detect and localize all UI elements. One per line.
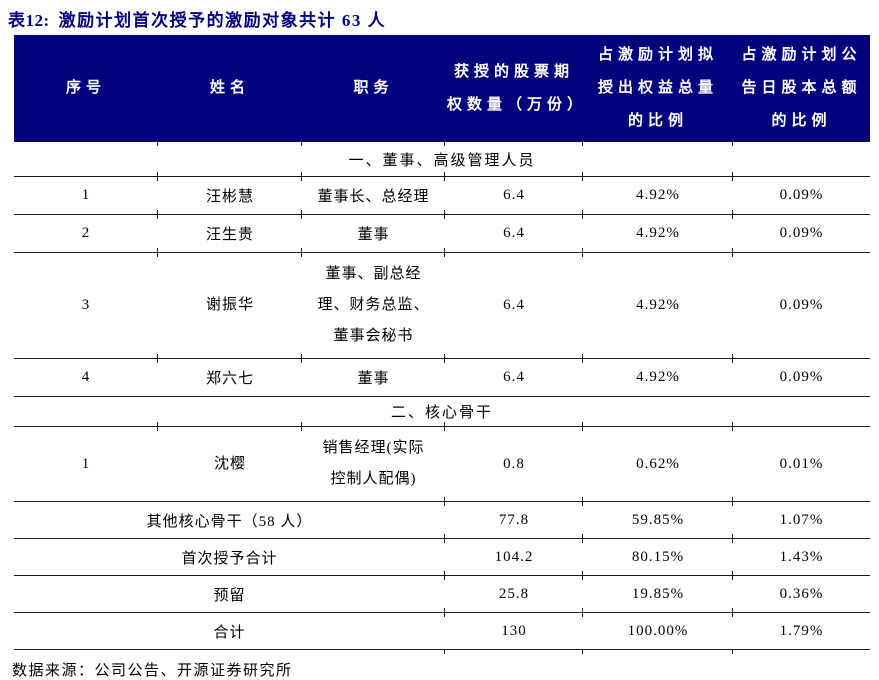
summary-row-first-grant-total: 首次授予合计 104.2 80.15% 1.43% (14, 533, 870, 576)
cell-qty: 6.4 (444, 247, 583, 359)
table-number-label: 表12: (8, 11, 50, 30)
cell-position: 销售经理(实际 控制人配偶) (301, 421, 445, 502)
summary-label: 预留 (14, 575, 445, 613)
cell-qty: 104.2 (444, 533, 583, 576)
cell-no: 1 (14, 426, 158, 502)
table-row: 3 谢振华 董事、副总经 理、财务总监、 董事会秘书 6.4 4.92% 0.0… (14, 247, 870, 359)
summary-row-other-core: 其他核心骨干（58 人） 77.8 59.85% 1.07% (14, 496, 870, 539)
incentive-grant-table: 序号 姓名 职务 获授的股票期 权数量（万份） 占激励计划拟 授出权益总量 的比… (14, 35, 870, 654)
summary-row-reserved: 预留 25.8 19.85% 0.36% (14, 570, 870, 613)
cell-name: 沈樱 (157, 421, 302, 502)
cell-qty: 25.8 (444, 570, 583, 613)
cell-qty: 6.4 (444, 171, 583, 215)
cell-pct-capital: 0.09% (732, 353, 870, 397)
cell-no: 1 (14, 176, 158, 215)
summary-row-grand-total: 合计 130 100.00% 1.79% (14, 607, 870, 654)
cell-name: 汪彬慧 (157, 171, 302, 215)
cell-pct-capital: 0.36% (732, 570, 870, 613)
cell-qty: 130 (444, 607, 583, 654)
cell-pct-grant: 4.92% (582, 247, 733, 359)
section-row-directors: 一、董事、高级管理人员 (14, 142, 870, 177)
cell-position: 董事、副总经 理、财务总监、 董事会秘书 (301, 247, 445, 359)
cell-pct-grant: 59.85% (582, 496, 733, 539)
cell-position: 董事 (301, 209, 445, 253)
cell-pct-grant: 4.92% (582, 209, 733, 253)
header-name: 姓名 (157, 35, 302, 146)
cell-pct-capital: 1.07% (732, 496, 870, 539)
cell-name: 汪生贵 (157, 209, 302, 253)
header-position: 职务 (301, 35, 445, 146)
cell-position: 董事 (301, 353, 445, 397)
section-label: 一、董事、高级管理人员 (14, 142, 870, 177)
data-source-note: 数据来源：公司公告、开源证券研究所 (12, 663, 293, 679)
table-header: 序号 姓名 职务 获授的股票期 权数量（万份） 占激励计划拟 授出权益总量 的比… (14, 35, 870, 146)
cell-position: 董事长、总经理 (301, 171, 445, 215)
cell-pct-grant: 100.00% (582, 607, 733, 654)
table-row: 1 汪彬慧 董事长、总经理 6.4 4.92% 0.09% (14, 171, 870, 215)
header-row: 序号 姓名 职务 获授的股票期 权数量（万份） 占激励计划拟 授出权益总量 的比… (14, 35, 870, 146)
cell-pct-capital: 0.09% (732, 247, 870, 359)
cell-pct-grant: 80.15% (582, 533, 733, 576)
cell-qty: 77.8 (444, 496, 583, 539)
header-no: 序号 (14, 35, 158, 142)
cell-pct-grant: 4.92% (582, 353, 733, 397)
table-title-text: 激励计划首次授予的激励对象共计 63 人 (58, 11, 387, 30)
cell-no: 3 (14, 252, 158, 359)
cell-pct-grant: 4.92% (582, 171, 733, 215)
header-pct-of-grant: 占激励计划拟 授出权益总量 的比例 (582, 35, 733, 146)
summary-label: 合计 (14, 612, 445, 650)
cell-name: 谢振华 (157, 247, 302, 359)
cell-no: 4 (14, 358, 158, 397)
cell-qty: 6.4 (444, 209, 583, 253)
cell-qty: 6.4 (444, 353, 583, 397)
cell-pct-grant: 19.85% (582, 570, 733, 613)
cell-qty: 0.8 (444, 421, 583, 502)
table-row: 2 汪生贵 董事 6.4 4.92% 0.09% (14, 209, 870, 253)
cell-no: 2 (14, 214, 158, 253)
cell-pct-capital: 0.09% (732, 209, 870, 253)
header-options-qty: 获授的股票期 权数量（万份） (444, 35, 583, 146)
summary-label: 其他核心骨干（58 人） (14, 501, 445, 539)
table-row: 1 沈樱 销售经理(实际 控制人配偶) 0.8 0.62% 0.01% (14, 421, 870, 502)
cell-pct-capital: 1.79% (732, 607, 870, 654)
cell-name: 郑六七 (157, 353, 302, 397)
section-label: 二、核心骨干 (14, 396, 870, 427)
table-row: 4 郑六七 董事 6.4 4.92% 0.09% (14, 353, 870, 397)
cell-pct-capital: 1.43% (732, 533, 870, 576)
section-row-core-staff: 二、核心骨干 (14, 396, 870, 427)
header-pct-of-capital: 占激励计划公 告日股本总额 的比例 (732, 35, 870, 146)
cell-pct-grant: 0.62% (582, 421, 733, 502)
summary-label: 首次授予合计 (14, 538, 445, 576)
table-title: 表12: 激励计划首次授予的激励对象共计 63 人 (0, 0, 879, 31)
cell-pct-capital: 0.01% (732, 421, 870, 502)
cell-pct-capital: 0.09% (732, 171, 870, 215)
